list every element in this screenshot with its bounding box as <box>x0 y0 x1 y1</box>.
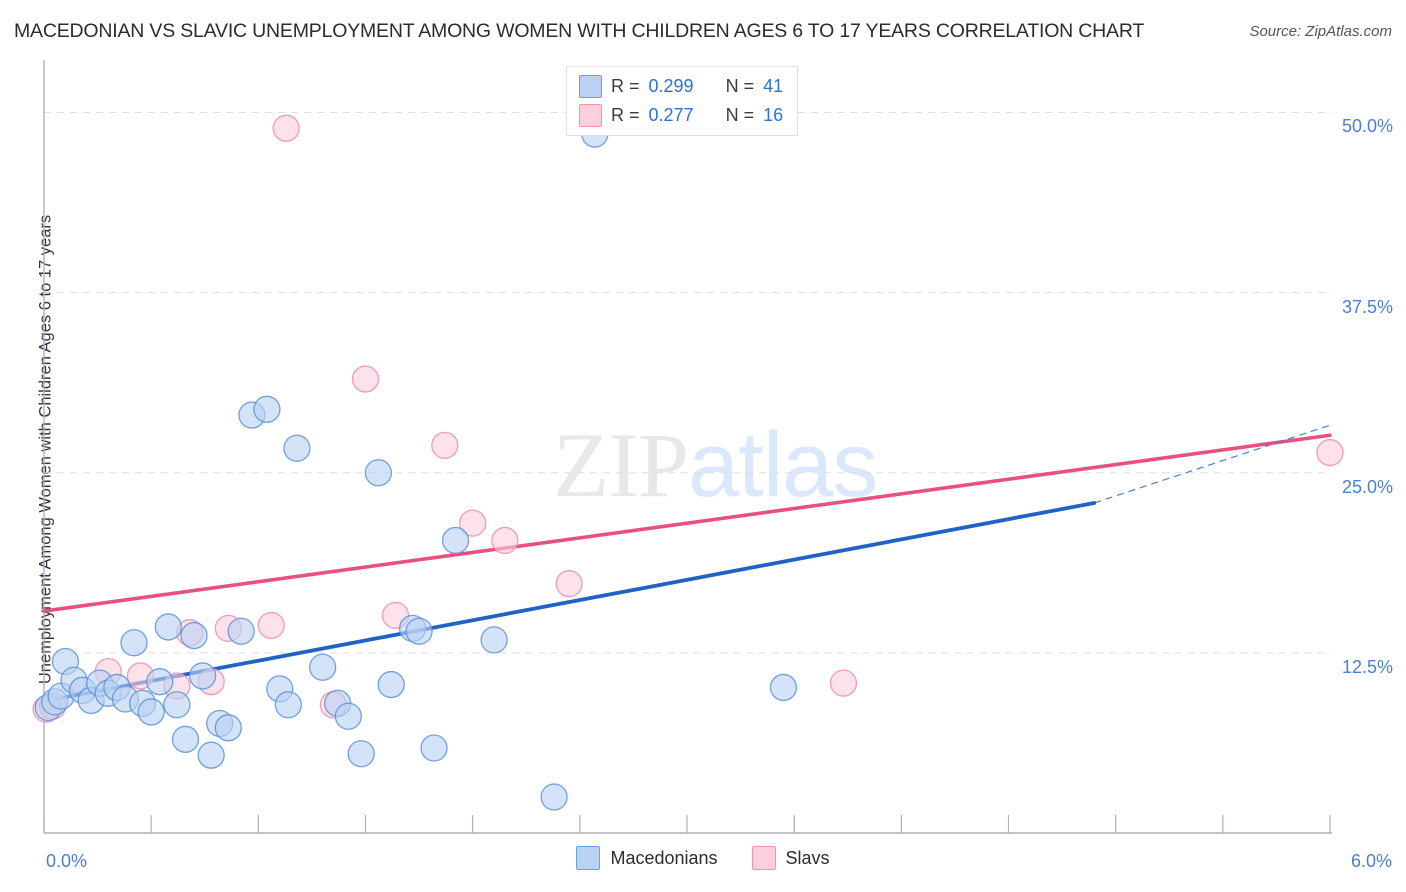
legend-label-macedonians: Macedonians <box>610 847 718 868</box>
r-label-slavs: R = <box>611 105 640 125</box>
source-label: Source: ZipAtlas.com <box>1249 23 1392 40</box>
n-label-macedonians: N = <box>725 76 755 96</box>
x-tick-label: 0.0% <box>46 851 88 871</box>
n-value-macedonians: 41 <box>763 76 784 96</box>
swatch-slavs-icon <box>579 104 602 127</box>
series-legend: Macedonians Slavs <box>0 846 1406 870</box>
r-value-slavs: 0.277 <box>648 105 694 125</box>
legend-item-macedonians[interactable]: Macedonians <box>576 846 718 870</box>
y-tick-label: 25.0% <box>1342 476 1394 497</box>
legend-label-slavs: Slavs <box>785 847 830 868</box>
r-label-macedonians: R = <box>611 76 640 96</box>
legend-item-slavs[interactable]: Slavs <box>751 846 830 870</box>
n-label-slavs: N = <box>725 105 755 125</box>
y-tick-label: 50.0% <box>1342 116 1394 137</box>
axes <box>43 60 1332 834</box>
gridlines <box>44 111 1332 654</box>
y-tick-label: 12.5% <box>1342 656 1394 677</box>
trend-lines <box>42 424 1332 704</box>
n-value-slavs: 16 <box>763 105 784 125</box>
y-tick-label: 37.5% <box>1342 296 1394 317</box>
data-points <box>32 114 1344 811</box>
x-tick-label: 6.0% <box>1350 851 1392 871</box>
legend-swatch-macedonians-icon <box>576 846 601 870</box>
swatch-macedonians-icon <box>579 75 602 98</box>
stats-row-slavs: R = 0.277 N = 16 <box>579 104 783 127</box>
correlation-stats-legend: R = 0.299 N = 41 R = 0.277 N = 16 <box>566 66 799 136</box>
r-value-macedonians: 0.299 <box>648 76 694 96</box>
legend-swatch-slavs-icon <box>751 846 776 870</box>
page-title: MACEDONIAN VS SLAVIC UNEMPLOYMENT AMONG … <box>14 20 1145 42</box>
stats-row-macedonians: R = 0.299 N = 41 <box>579 75 783 98</box>
